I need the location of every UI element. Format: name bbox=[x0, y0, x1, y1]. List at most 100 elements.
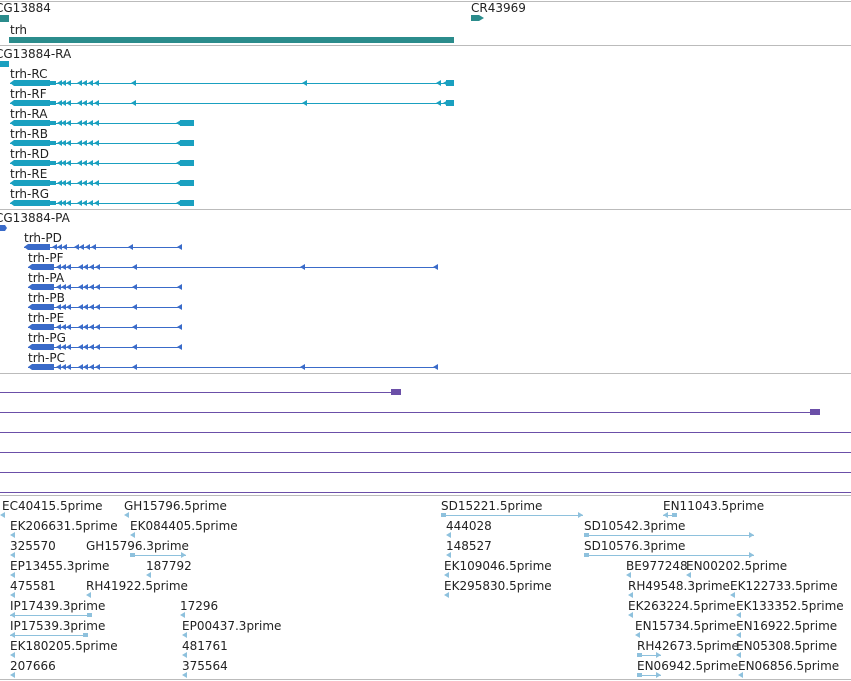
est-feature[interactable]: SD10542.3prime bbox=[584, 519, 754, 538]
est-feature[interactable]: GH15796.3prime bbox=[86, 539, 189, 558]
transcript-group-feature[interactable] bbox=[0, 61, 9, 67]
est-label[interactable]: SD10542.3prime bbox=[584, 519, 685, 533]
est-label[interactable]: EN11043.5prime bbox=[663, 499, 764, 513]
protein-row[interactable]: trh-PC bbox=[28, 351, 438, 370]
gene-label-trh[interactable]: trh bbox=[10, 23, 27, 37]
est-feature[interactable]: BE977248 bbox=[626, 559, 688, 578]
est-feature[interactable]: EK263224.5prime bbox=[628, 599, 736, 618]
est-feature[interactable]: SD10576.3prime bbox=[584, 539, 754, 558]
protein-row[interactable]: trh-PB bbox=[28, 291, 182, 310]
est-label[interactable]: EK295830.5prime bbox=[444, 579, 552, 593]
est-label[interactable]: 148527 bbox=[446, 539, 492, 553]
transcript-label[interactable]: trh-RC bbox=[10, 67, 47, 81]
est-label[interactable]: EK206631.5prime bbox=[10, 519, 118, 533]
est-label[interactable]: EK084405.5prime bbox=[130, 519, 238, 533]
est-feature[interactable]: EN06942.5prime bbox=[637, 659, 738, 678]
est-feature[interactable]: EN16922.5prime bbox=[736, 619, 837, 638]
transcript-label[interactable]: trh-RB bbox=[10, 127, 48, 141]
protein-label[interactable]: trh-PA bbox=[28, 271, 65, 285]
transcript-label[interactable]: trh-RA bbox=[10, 107, 48, 121]
protein-label[interactable]: trh-PC bbox=[28, 351, 65, 365]
est-feature[interactable]: 148527 bbox=[446, 539, 492, 558]
transcript-label[interactable]: trh-RG bbox=[10, 187, 49, 201]
est-feature[interactable]: RH41922.5prime bbox=[86, 579, 188, 598]
est-label[interactable]: RH41922.5prime bbox=[86, 579, 188, 593]
est-feature[interactable]: EP00437.3prime bbox=[182, 619, 281, 638]
protein-label[interactable]: trh-PE bbox=[28, 311, 64, 325]
protein-row[interactable]: trh-PF bbox=[28, 251, 438, 270]
alignment-block-1[interactable] bbox=[391, 389, 401, 395]
est-label[interactable]: EN00202.5prime bbox=[686, 559, 787, 573]
protein-row[interactable]: trh-PD bbox=[24, 231, 182, 250]
est-feature[interactable]: EK109046.5prime bbox=[444, 559, 552, 578]
protein-label[interactable]: trh-PD bbox=[24, 231, 62, 245]
est-feature[interactable]: EN05308.5prime bbox=[736, 639, 837, 658]
gene-feature-cg13884[interactable] bbox=[0, 15, 9, 22]
est-label[interactable]: EN15734.5prime bbox=[635, 619, 736, 633]
gene-feature-trh[interactable] bbox=[9, 37, 454, 43]
transcript-label[interactable]: trh-RE bbox=[10, 167, 47, 181]
protein-row[interactable]: trh-PG bbox=[28, 331, 182, 350]
est-feature[interactable]: 375564 bbox=[182, 659, 228, 678]
est-label[interactable]: SD10576.3prime bbox=[584, 539, 685, 553]
transcript-row[interactable]: trh-RG bbox=[10, 187, 194, 206]
est-label[interactable]: 17296 bbox=[180, 599, 218, 613]
est-feature[interactable]: 187792 bbox=[146, 559, 192, 578]
est-label[interactable]: EN16922.5prime bbox=[736, 619, 837, 633]
transcript-label[interactable]: trh-RD bbox=[10, 147, 49, 161]
est-label[interactable]: 207666 bbox=[10, 659, 56, 673]
est-label[interactable]: EP13455.3prime bbox=[10, 559, 109, 573]
est-label[interactable]: IP17439.3prime bbox=[10, 599, 105, 613]
est-label[interactable]: BE977248 bbox=[626, 559, 688, 573]
est-label[interactable]: IP17539.3prime bbox=[10, 619, 105, 633]
transcript-row[interactable]: trh-RD bbox=[10, 147, 194, 166]
est-feature[interactable]: EK122733.5prime bbox=[730, 579, 838, 598]
est-label[interactable]: RH49548.3prime bbox=[628, 579, 730, 593]
est-label[interactable]: 187792 bbox=[146, 559, 192, 573]
est-label[interactable]: 325570 bbox=[10, 539, 56, 553]
est-feature[interactable]: EN00202.5prime bbox=[686, 559, 787, 578]
est-feature[interactable]: EN06856.5prime bbox=[738, 659, 839, 678]
est-feature[interactable]: SD15221.5prime bbox=[441, 499, 583, 518]
est-feature[interactable]: 444028 bbox=[446, 519, 492, 538]
est-feature[interactable]: RH42673.5prime bbox=[637, 639, 739, 658]
est-feature[interactable]: EP13455.3prime bbox=[10, 559, 109, 578]
est-label[interactable]: 375564 bbox=[182, 659, 228, 673]
transcript-row[interactable]: trh-RA bbox=[10, 107, 194, 126]
protein-label[interactable]: trh-PG bbox=[28, 331, 66, 345]
est-label[interactable]: 444028 bbox=[446, 519, 492, 533]
est-feature[interactable]: EN11043.5prime bbox=[663, 499, 764, 518]
est-label[interactable]: EK122733.5prime bbox=[730, 579, 838, 593]
est-feature[interactable]: EK295830.5prime bbox=[444, 579, 552, 598]
transcript-group-label[interactable]: CG13884-RA bbox=[0, 47, 72, 61]
transcript-label[interactable]: trh-RF bbox=[10, 87, 47, 101]
transcript-row[interactable]: trh-RF bbox=[10, 87, 454, 106]
protein-label[interactable]: trh-PF bbox=[28, 251, 64, 265]
est-label[interactable]: EK180205.5prime bbox=[10, 639, 118, 653]
est-feature[interactable]: RH49548.3prime bbox=[628, 579, 730, 598]
est-label[interactable]: EN05308.5prime bbox=[736, 639, 837, 653]
protein-group-label[interactable]: CG13884-PA bbox=[0, 211, 71, 225]
est-feature[interactable]: EK206631.5prime bbox=[10, 519, 118, 538]
est-feature[interactable]: IP17539.3prime bbox=[10, 619, 105, 638]
gene-label-cr43969[interactable]: CR43969 bbox=[471, 1, 526, 15]
est-feature[interactable]: EK084405.5prime bbox=[130, 519, 238, 538]
gene-feature-cr43969[interactable] bbox=[471, 15, 479, 21]
est-label[interactable]: RH42673.5prime bbox=[637, 639, 739, 653]
est-label[interactable]: EN06942.5prime bbox=[637, 659, 738, 673]
est-label[interactable]: EN06856.5prime bbox=[738, 659, 839, 673]
est-label[interactable]: 475581 bbox=[10, 579, 56, 593]
est-feature[interactable]: 207666 bbox=[10, 659, 56, 678]
est-label[interactable]: GH15796.3prime bbox=[86, 539, 189, 553]
est-label[interactable]: 481761 bbox=[182, 639, 228, 653]
protein-label[interactable]: trh-PB bbox=[28, 291, 65, 305]
protein-row[interactable]: trh-PE bbox=[28, 311, 182, 330]
alignment-block-2[interactable] bbox=[810, 409, 820, 415]
est-feature[interactable]: 481761 bbox=[182, 639, 228, 658]
transcript-row[interactable]: trh-RB bbox=[10, 127, 194, 146]
transcript-row[interactable]: trh-RE bbox=[10, 167, 194, 186]
est-label[interactable]: EK133352.5prime bbox=[736, 599, 844, 613]
est-feature[interactable]: 17296 bbox=[180, 599, 218, 618]
est-label[interactable]: EC40415.5prime bbox=[2, 499, 103, 513]
protein-group-feature[interactable] bbox=[0, 225, 7, 231]
